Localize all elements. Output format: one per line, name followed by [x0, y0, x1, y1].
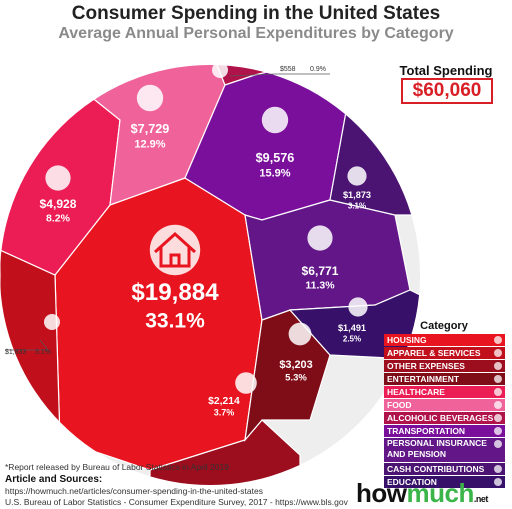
value-label-personal-insurance-and-pension: $6,771 [302, 264, 339, 278]
legend-item-entertainment: ENTERTAINMENT [384, 373, 505, 385]
house-icon-shape [153, 231, 197, 268]
legend-label: ALCOHOLIC BEVERAGES [387, 413, 494, 423]
cell-apparel-services[interactable] [0, 249, 61, 441]
bus-car-icon [261, 106, 289, 134]
legend-item-housing: HOUSING [384, 334, 505, 346]
value-label-entertainment: $3,203 [279, 359, 312, 371]
legend-item-education: EDUCATION [384, 476, 505, 488]
pct-label-entertainment: 5.3% [285, 372, 307, 383]
house-icon [494, 336, 502, 344]
bus-car-icon [494, 427, 502, 435]
health-hand-icon [494, 388, 502, 396]
fork-knife-icon [136, 84, 164, 112]
legend-label: HEALTHCARE [387, 387, 445, 397]
legend-item-personal-insurance-and-pension: PERSONAL INSURANCE AND PENSION [384, 438, 505, 462]
legend-item-food: FOOD [384, 399, 505, 411]
value-label-education: $1,491 [338, 323, 366, 333]
pct-label-education: 2.5% [343, 334, 361, 343]
hand-coin-icon [494, 465, 502, 473]
legend-item-alcoholic-beverages: ALCOHOLIC BEVERAGES [384, 412, 505, 424]
sources-title: Article and Sources: [5, 474, 103, 485]
pct-label-transportation: 15.9% [259, 167, 290, 179]
bottles-icon [494, 414, 502, 422]
legend-label: FOOD [387, 400, 412, 410]
value-label-housing: $19,884 [131, 279, 219, 306]
legend: HOUSING APPAREL & SERVICES OTHER EXPENSES E… [384, 334, 505, 489]
legend-label: ENTERTAINMENT [387, 374, 460, 384]
pct-label-apparel-services: 3.1% [35, 349, 51, 356]
logo-part2: much [406, 478, 475, 508]
graduate-icon [348, 297, 368, 317]
total-spending-value: $60,060 [401, 78, 493, 104]
umbrella-money-icon [307, 225, 333, 251]
pct-label-other-expenses: 3.7% [214, 408, 235, 418]
chart-title: Consumer Spending in the United States [71, 3, 441, 24]
legend-label: TRANSPORTATION [387, 426, 466, 436]
value-label-other-expenses: $2,214 [208, 396, 240, 407]
source-link-article[interactable]: https://howmuch.net/articles/consumer-sp… [5, 486, 263, 496]
shirt-icon [494, 349, 502, 357]
leader-alcoholic-beverages [229, 73, 330, 77]
coin-icon [494, 362, 502, 370]
value-label-alcoholic-beverages: $558 [280, 66, 296, 73]
source-link-bls[interactable]: U.S. Bureau of Labor Statistics - Consum… [5, 497, 348, 507]
legend-item-apparel-services: APPAREL & SERVICES [384, 347, 505, 359]
pct-label-healthcare: 8.2% [46, 213, 71, 225]
health-hand-icon [45, 165, 71, 191]
legend-label: HOUSING [387, 335, 427, 345]
shirt-icon [44, 314, 60, 330]
legend-item-cash-contributions: CASH CONTRIBUTIONS [384, 463, 505, 475]
theater-masks-icon [494, 375, 502, 383]
value-label-apparel-services: $1,833 [5, 349, 27, 356]
theater-masks-icon [288, 322, 312, 346]
logo-part1: how [356, 478, 407, 508]
pct-label-food: 12.9% [134, 138, 165, 150]
umbrella-money-icon [494, 440, 502, 448]
coin-icon [235, 372, 257, 394]
leader-apparel-services [5, 339, 49, 351]
hand-coin-icon [347, 166, 367, 186]
report-note: *Report released by Bureau of Labor Stat… [5, 462, 229, 472]
total-spending-label: Total Spending [399, 63, 493, 78]
legend-label: EDUCATION [387, 477, 437, 487]
legend-item-other-expenses: OTHER EXPENSES [384, 360, 505, 372]
graduate-icon [494, 478, 502, 486]
value-label-transportation: $9,576 [256, 151, 295, 165]
fork-knife-icon [494, 401, 502, 409]
legend-item-healthcare: HEALTHCARE [384, 386, 505, 398]
pct-label-cash-contributions: 3.1% [348, 201, 366, 210]
legend-item-transportation: TRANSPORTATION [384, 425, 505, 437]
pct-label-personal-insurance-and-pension: 11.3% [305, 280, 335, 292]
value-label-food: $7,729 [131, 122, 170, 136]
bottles-icon [212, 62, 228, 78]
value-label-cash-contributions: $1,873 [343, 190, 371, 200]
legend-title: Category [420, 320, 468, 332]
howmuch-logo[interactable]: howmuch.net [356, 478, 488, 509]
legend-label: PERSONAL INSURANCE AND PENSION [387, 438, 487, 459]
logo-suffix: .net [473, 494, 489, 504]
chart-subtitle: Average Annual Personal Expenditures by … [58, 25, 454, 42]
legend-label: OTHER EXPENSES [387, 361, 465, 371]
pct-label-housing: 33.1% [145, 309, 205, 332]
value-label-healthcare: $4,928 [40, 197, 77, 211]
legend-label: APPAREL & SERVICES [387, 348, 481, 358]
pct-label-alcoholic-beverages: 0.9% [310, 66, 326, 73]
legend-label: CASH CONTRIBUTIONS [387, 464, 485, 474]
